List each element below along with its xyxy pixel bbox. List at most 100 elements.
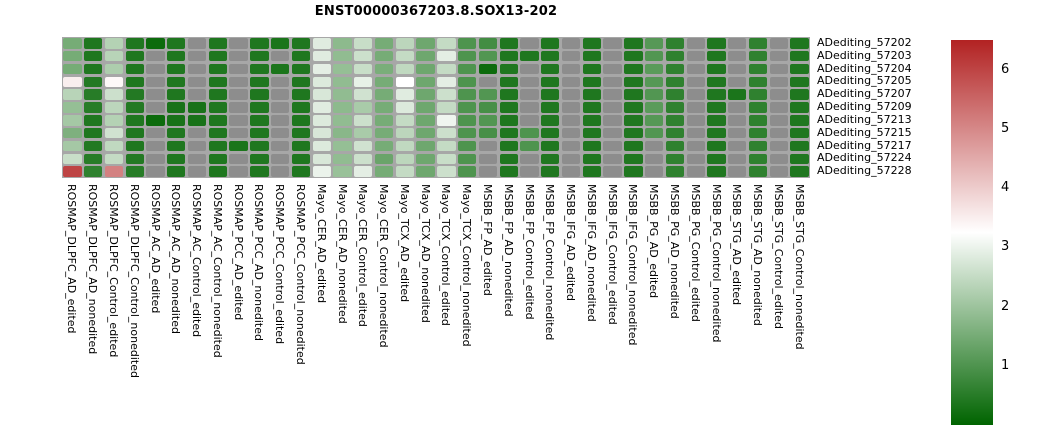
- heatmap-cell: [104, 38, 124, 49]
- heatmap-cell: [333, 115, 352, 126]
- row-label: ADediting_57207: [817, 87, 912, 101]
- heatmap-cell: [769, 38, 789, 49]
- heatmap-cell: [624, 153, 643, 164]
- heatmap-cell: [790, 63, 809, 75]
- heatmap-cell: [270, 38, 290, 49]
- heatmap-cell: [437, 63, 456, 75]
- heatmap-cell: [354, 38, 373, 49]
- heatmap-cell: [63, 89, 82, 100]
- heatmap-cell: [250, 166, 269, 177]
- heatmap-cell: [416, 140, 435, 152]
- heatmap-cell: [603, 127, 622, 139]
- heatmap-cell: [208, 115, 228, 126]
- heatmap-cell: [270, 76, 290, 88]
- heatmap-cell: [104, 166, 124, 177]
- heatmap-cell: [769, 51, 789, 62]
- heatmap-cell: [665, 166, 685, 177]
- heatmap-cell: [104, 51, 124, 62]
- heatmap-cell: [208, 89, 228, 100]
- heatmap-cell: [457, 140, 477, 152]
- heatmap-cell: [354, 51, 373, 62]
- heatmap-cell: [457, 166, 477, 177]
- col-label: MSBB_IFG_AD_nonedited: [584, 184, 598, 322]
- heatmap-cell: [354, 76, 373, 88]
- heatmap-cell: [104, 102, 124, 113]
- heatmap-cell: [395, 63, 415, 75]
- heatmap-cell: [520, 115, 539, 126]
- heatmap-cell: [83, 63, 103, 75]
- heatmap-cell: [561, 166, 581, 177]
- heatmap-cell: [125, 76, 144, 88]
- heatmap-cell: [83, 89, 103, 100]
- heatmap-cell: [603, 102, 622, 113]
- heatmap-cell: [457, 38, 477, 49]
- heatmap-cell: [457, 127, 477, 139]
- heatmap-cell: [291, 76, 311, 88]
- heatmap-cell: [541, 115, 560, 126]
- heatmap-cell: [541, 38, 560, 49]
- col-label: Mayo_CER_Control_edited: [356, 184, 370, 327]
- heatmap-cell: [146, 63, 165, 75]
- heatmap-cell: [478, 51, 498, 62]
- heatmap-cell: [644, 51, 664, 62]
- heatmap-cell: [374, 115, 394, 126]
- heatmap-cell: [416, 102, 435, 113]
- heatmap-cell: [270, 102, 290, 113]
- col-label: MSBB_PG_Control_edited: [688, 184, 702, 322]
- col-label: ROSMAP_PCC_AD_edited: [231, 184, 245, 321]
- col-label: MSBB_PG_Control_nonedited: [709, 184, 723, 343]
- heatmap-cell: [769, 89, 789, 100]
- heatmap-cell: [63, 38, 82, 49]
- heatmap-cell: [665, 51, 685, 62]
- heatmap-cell: [125, 153, 144, 164]
- heatmap-cell: [187, 89, 207, 100]
- heatmap-cell: [291, 63, 311, 75]
- heatmap-cell: [167, 153, 186, 164]
- heatmap-cell: [374, 140, 394, 152]
- heatmap-cell: [146, 166, 165, 177]
- heatmap-cell: [644, 38, 664, 49]
- heatmap-cell: [312, 153, 331, 164]
- heatmap-cell: [104, 115, 124, 126]
- heatmap-cell: [354, 140, 373, 152]
- col-label: ROSMAP_PCC_AD_nonedited: [252, 184, 266, 341]
- heatmap-cell: [478, 89, 498, 100]
- heatmap-cell: [312, 38, 331, 49]
- heatmap-cell: [63, 153, 82, 164]
- heatmap-cell: [146, 102, 165, 113]
- heatmap-cell: [520, 38, 539, 49]
- heatmap-cell: [707, 127, 726, 139]
- heatmap-cell: [520, 76, 539, 88]
- heatmap-cell: [624, 115, 643, 126]
- heatmap-cell: [478, 153, 498, 164]
- heatmap-cell: [644, 127, 664, 139]
- heatmap-cell: [291, 153, 311, 164]
- heatmap-cell: [561, 63, 581, 75]
- heatmap-cell: [728, 127, 747, 139]
- heatmap-cell: [250, 89, 269, 100]
- heatmap-cell: [561, 127, 581, 139]
- heatmap-cell: [333, 127, 352, 139]
- heatmap-cell: [187, 51, 207, 62]
- heatmap-cell: [644, 153, 664, 164]
- heatmap-cell: [167, 127, 186, 139]
- heatmap-cell: [748, 115, 768, 126]
- heatmap-cell: [686, 166, 705, 177]
- heatmap-cell: [582, 166, 602, 177]
- heatmap-cell: [457, 51, 477, 62]
- heatmap-cell: [83, 140, 103, 152]
- heatmap-cell: [790, 102, 809, 113]
- heatmap-cell: [478, 140, 498, 152]
- heatmap-cell: [187, 166, 207, 177]
- heatmap-cell: [416, 127, 435, 139]
- heatmap-cell: [541, 63, 560, 75]
- col-label: MSBB_IFG_AD_edited: [564, 184, 578, 302]
- heatmap-cell: [437, 38, 456, 49]
- heatmap-cell: [499, 153, 518, 164]
- col-label: MSBB_STG_Control_nonedited: [792, 184, 806, 350]
- heatmap-cell: [499, 38, 518, 49]
- heatmap-cell: [686, 127, 705, 139]
- heatmap-cell: [416, 166, 435, 177]
- heatmap-cell: [582, 102, 602, 113]
- col-label: ROSMAP_DLPFC_AD_edited: [65, 184, 79, 334]
